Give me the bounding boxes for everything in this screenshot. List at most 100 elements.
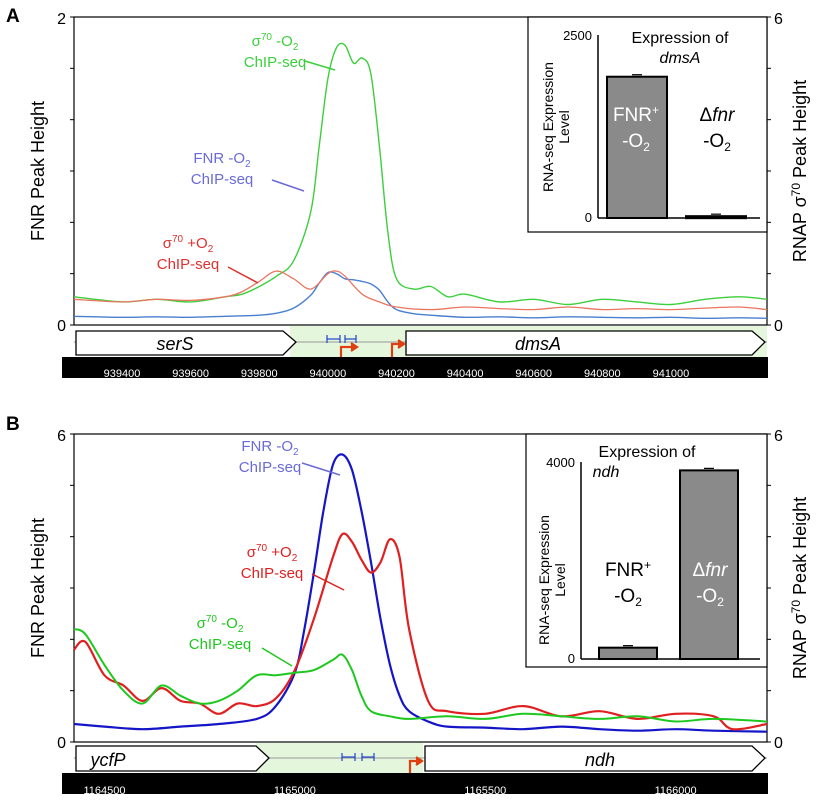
panel-a-right-axis-title: RNAP σ70 Peak Height <box>789 80 810 262</box>
panel-b-left-tick-max: 6 <box>57 428 66 445</box>
panel-b-left-tick-zero: 0 <box>57 735 66 752</box>
panel-a-inset: Expression of dmsA RNA-seq Expression Le… <box>527 16 768 233</box>
panel-a-coord-label: 940600 <box>515 368 552 380</box>
panel-a-annot-sigma-plus-chip: ChIP-seq <box>157 256 220 273</box>
panel-a-coord-label: 940200 <box>378 368 415 380</box>
panel-a-coord-label: 939400 <box>104 368 141 380</box>
panel-b-inset-bar <box>598 646 658 660</box>
panel-a-axis-ticks <box>70 16 771 326</box>
panel-a-right-axis-sup: 70 <box>789 183 803 197</box>
panel-a-traces <box>73 42 768 320</box>
panel-a-inset-bar2-label-line1: Δfnr <box>700 105 736 126</box>
gene-label-ycfp: ycfP <box>88 750 125 770</box>
panel-a-inset-tick-zero: 0 <box>585 210 592 225</box>
panel-a-annot-fnr: FNR -O2 <box>193 150 251 170</box>
panel-a-right-axis-title-main: RNAP <box>790 207 810 262</box>
panel-b-traces <box>73 453 768 733</box>
panel-b-annot-fnr-leader <box>301 462 341 476</box>
panel-b-axis-ticks <box>70 433 771 743</box>
panel-a-right-axis-sigma: σ <box>790 196 810 207</box>
panel-a-trace-sigma-plus <box>73 270 768 311</box>
panel-b-inset-ylabel-line2: Level <box>552 563 568 596</box>
panel-b-left-axis-title: FNR Peak Height <box>28 518 48 658</box>
gene-arrow-ycfp <box>75 745 270 772</box>
panel-a-right-tick-zero: 0 <box>774 318 783 335</box>
panel-b-inset-bar1-label-line1: FNR+ <box>605 558 651 581</box>
panel-b-coord-label: 1165500 <box>464 785 506 797</box>
panel-b-coordinate-labels: 1164500 1165000 1165500 1166000 <box>83 785 696 797</box>
panel-a-coord-label: 941000 <box>653 368 690 380</box>
panel-a-inset-bar <box>685 215 747 220</box>
panel-b-inset-bar2-label-line2: -O2 <box>696 586 724 609</box>
panel-b-inset-tick-zero: 0 <box>568 651 575 666</box>
panel-b-annot-fnr: FNR -O2 <box>241 438 299 458</box>
gene-arrow-dmsa <box>405 330 766 356</box>
panel-b-right-axis-tail: Peak Height <box>790 497 810 600</box>
panel-a-coordinate-labels: 939400 939600 939800 940000 940200 940400 9406… <box>104 368 690 380</box>
panel-a-left-axis-title: FNR Peak Height <box>28 101 48 241</box>
panel-b-right-axis-sigma: σ <box>790 613 810 624</box>
panel-b-trace-sigma-plus <box>73 532 768 731</box>
panel-a-trace-sigma-minus <box>73 42 768 306</box>
panel-b-annot-sigma-plus-leader <box>311 573 345 591</box>
panel-a-coordinate-bar <box>62 357 768 378</box>
panel-a-left-tick-zero: 0 <box>57 318 66 335</box>
panel-b-annot-sigma-minus-chip: ChIP-seq <box>189 636 252 653</box>
panel-a-inset-bar <box>606 75 668 219</box>
gene-label-dmsa: dmsA <box>515 334 561 354</box>
panel-a-right-tick-max: 6 <box>774 11 783 28</box>
panel-b-right-tick-max: 6 <box>774 428 783 445</box>
panel-a-inset-bar1-label-line1: FNR+ <box>613 103 659 126</box>
panel-a-inset-title-line2: dmsA <box>660 50 701 67</box>
panel-a-coord-label: 940800 <box>584 368 621 380</box>
panel-label-a: A <box>6 6 20 27</box>
panel-a-coord-label: 940400 <box>447 368 484 380</box>
panel-a-right-axis-tail: Peak Height <box>790 80 810 183</box>
panel-b-inset-bar <box>679 469 739 660</box>
panel-a-promoter-arrows <box>339 339 406 357</box>
panel-b-coord-label: 1166000 <box>655 785 697 797</box>
panel-b-inset-ylabel-line1: RNA-seq Expression <box>536 515 552 645</box>
panel-b-annot-sigma-plus-chip: ChIP-seq <box>241 565 304 582</box>
panel-b-promoter-arrows <box>408 756 424 773</box>
panel-a-annot-sigma-minus: σ70 -O2 <box>252 32 299 53</box>
panel-a-inset-ylabel-line1: RNA-seq Expression <box>540 62 556 192</box>
panel-a-inset-bar2-label-line2: -O2 <box>703 131 731 154</box>
panel-a-coord-label: 939800 <box>241 368 278 380</box>
panel-b-inset-title-line2: ndh <box>593 464 620 481</box>
panel-a-inset-tick-max: 2500 <box>563 28 592 43</box>
panel-b-annot-fnr-chip: ChIP-seq <box>239 459 302 476</box>
gene-arrow-ndh <box>424 745 766 772</box>
panel-a-annot-fnr-leader <box>271 179 305 192</box>
panel-a-coord-label: 939600 <box>172 368 209 380</box>
panel-b: FNR Peak Height RNAP σ70 Peak Height 6 0… <box>28 428 810 797</box>
panel-b-coord-label: 1165000 <box>274 785 316 797</box>
panel-b-right-axis-title-main: RNAP <box>790 624 810 679</box>
panel-b-right-axis-title: RNAP σ70 Peak Height <box>789 497 810 679</box>
gene-arrow-sers <box>75 330 297 356</box>
panel-a-inset-bar1-label-line2: -O2 <box>622 131 650 154</box>
panel-b-coord-label: 1164500 <box>83 785 125 797</box>
panel-b-annot-sigma-minus-leader <box>261 647 293 667</box>
panel-b-trace-fnr <box>73 453 768 733</box>
panel-a-coord-label: 940000 <box>310 368 347 380</box>
panel-b-right-tick-zero: 0 <box>774 735 783 752</box>
panel-b-annot-sigma-minus: σ70 -O2 <box>197 614 244 635</box>
panel-b-inset-title-line1: Expression of <box>599 444 696 461</box>
panel-a: FNR Peak Height RNAP σ70 Peak Height 2 0… <box>28 11 810 380</box>
panel-b-inset-bars <box>598 467 739 660</box>
panel-b-annot-sigma-plus: σ70 +O2 <box>247 543 298 564</box>
panel-a-inset-title-line1: Expression of <box>632 30 729 47</box>
panel-a-left-tick-max: 2 <box>57 11 66 28</box>
panel-b-inset-bar2-label-line1: Δfnr <box>693 560 729 581</box>
panel-b-fnr-sites <box>341 753 375 761</box>
panel-a-annot-sigma-plus-leader <box>227 266 259 284</box>
panel-b-coordinate-bar <box>62 773 768 794</box>
panel-b-inset-bar1-label-line2: -O2 <box>614 586 642 609</box>
gene-label-ndh: ndh <box>585 750 615 770</box>
panel-a-annot-sigma-minus-leader <box>304 60 336 71</box>
panel-a-annot-sigma-minus-chip: ChIP-seq <box>244 54 307 71</box>
panel-b-inset: Expression of ndh RNA-seq Expression Lev… <box>525 433 768 668</box>
panel-label-b: B <box>6 414 20 435</box>
